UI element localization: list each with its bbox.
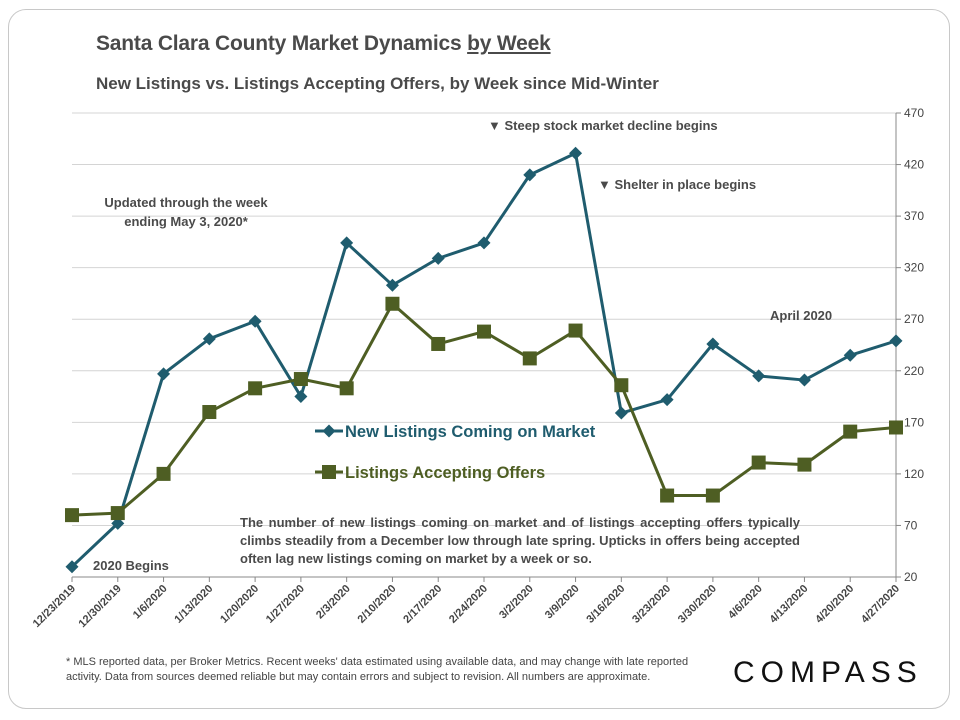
annotation-2020-begins: 2020 Begins xyxy=(93,558,169,573)
data-point xyxy=(568,323,583,338)
data-point xyxy=(569,146,583,160)
updated-note: Updated through the week ending May 3, 2… xyxy=(104,195,268,229)
legend-item: New Listings Coming on Market xyxy=(315,423,596,441)
legend-label: Listings Accepting Offers xyxy=(345,464,545,482)
x-tick-label: 4/6/2020 xyxy=(726,583,765,622)
y-tick-label: 470 xyxy=(904,106,924,120)
annotation-stock-decline: ▼ Steep stock market decline begins xyxy=(488,118,718,133)
data-point xyxy=(797,373,811,387)
data-point xyxy=(156,466,171,481)
description-note: The number of new listings coming on mar… xyxy=(240,515,800,566)
annotation-shelter: ▼ Shelter in place begins xyxy=(598,177,756,192)
chart-subtitle: New Listings vs. Listings Accepting Offe… xyxy=(96,74,659,93)
x-tick-label: 3/23/2020 xyxy=(630,583,673,626)
data-point xyxy=(202,332,216,346)
data-point xyxy=(385,296,400,311)
y-tick-label: 120 xyxy=(904,467,924,481)
data-point xyxy=(248,314,262,328)
data-point xyxy=(523,168,537,182)
data-point xyxy=(751,455,766,470)
data-point xyxy=(705,488,720,503)
x-tick-label: 2/10/2020 xyxy=(355,583,398,626)
footnote: * MLS reported data, per Broker Metrics.… xyxy=(66,656,689,683)
x-tick-label: 2/17/2020 xyxy=(401,583,444,626)
data-point xyxy=(110,506,125,521)
title-underlined: by Week xyxy=(467,32,551,55)
x-tick-label: 2/24/2020 xyxy=(447,583,490,626)
gridlines xyxy=(72,112,896,526)
data-point xyxy=(889,420,903,435)
x-tick-label: 1/27/2020 xyxy=(264,583,307,626)
data-point xyxy=(843,424,858,439)
x-tick-label: 4/13/2020 xyxy=(767,583,810,626)
legend-marker xyxy=(322,465,336,479)
series-accepting-offers xyxy=(65,296,903,523)
data-point xyxy=(797,457,812,472)
data-point xyxy=(614,378,629,393)
x-tick-label: 4/20/2020 xyxy=(813,583,856,626)
data-point xyxy=(294,390,308,404)
y-tick-label: 320 xyxy=(904,261,924,275)
data-point xyxy=(65,508,79,523)
data-point xyxy=(614,406,628,420)
data-point xyxy=(111,516,125,530)
y-tick-labels: 20 70 120 170 220 270 320 370 420 470 xyxy=(904,106,924,584)
data-point xyxy=(706,337,720,351)
y-tick-label: 220 xyxy=(904,364,924,378)
annotation-april: April 2020 xyxy=(770,308,832,323)
data-point xyxy=(477,236,491,250)
x-tick-label: 1/13/2020 xyxy=(172,583,215,626)
x-tick-label: 3/9/2020 xyxy=(543,583,582,622)
data-point xyxy=(65,560,79,574)
data-point xyxy=(752,369,766,383)
y-tick-label: 370 xyxy=(904,209,924,223)
chart-title: Santa Clara County Market Dynamics by We… xyxy=(96,32,551,55)
data-point xyxy=(431,251,445,265)
data-point xyxy=(293,372,308,387)
y-tick-label: 420 xyxy=(904,158,924,172)
x-tick-label: 2/3/2020 xyxy=(314,583,353,622)
x-tick-label: 3/30/2020 xyxy=(676,583,719,626)
y-tick-label: 170 xyxy=(904,415,924,429)
legend-item: Listings Accepting Offers xyxy=(315,464,545,482)
series-new-listings xyxy=(65,146,903,574)
legend: New Listings Coming on Market Listings Ac… xyxy=(315,423,596,482)
x-tick-label: 12/30/2019 xyxy=(76,583,123,630)
y-tick-label: 20 xyxy=(904,570,918,584)
data-point xyxy=(660,393,674,407)
data-point xyxy=(889,334,903,348)
legend-label: New Listings Coming on Market xyxy=(345,423,596,441)
series-layer xyxy=(65,146,903,574)
data-point xyxy=(431,336,446,351)
x-tick-label: 3/16/2020 xyxy=(584,583,627,626)
data-point xyxy=(660,488,675,503)
data-point xyxy=(157,367,171,381)
data-point xyxy=(202,405,217,420)
y-tick-label: 270 xyxy=(904,312,924,326)
data-point xyxy=(522,351,537,366)
x-tick-label: 1/20/2020 xyxy=(218,583,261,626)
data-point xyxy=(477,324,491,339)
x-tick-label: 12/23/2019 xyxy=(31,583,78,630)
x-tick-label: 3/2/2020 xyxy=(497,583,536,622)
data-point xyxy=(385,278,399,292)
y-tick-label: 70 xyxy=(904,518,918,532)
data-point xyxy=(340,236,354,250)
compass-logo: COMPASS xyxy=(733,656,923,689)
legend-marker xyxy=(322,424,336,438)
x-tick-label: 4/27/2020 xyxy=(859,583,902,626)
data-point xyxy=(339,381,354,396)
chart-card xyxy=(8,9,950,709)
x-tick-label: 1/6/2020 xyxy=(131,583,170,622)
data-point xyxy=(248,381,263,396)
data-point xyxy=(843,348,857,362)
